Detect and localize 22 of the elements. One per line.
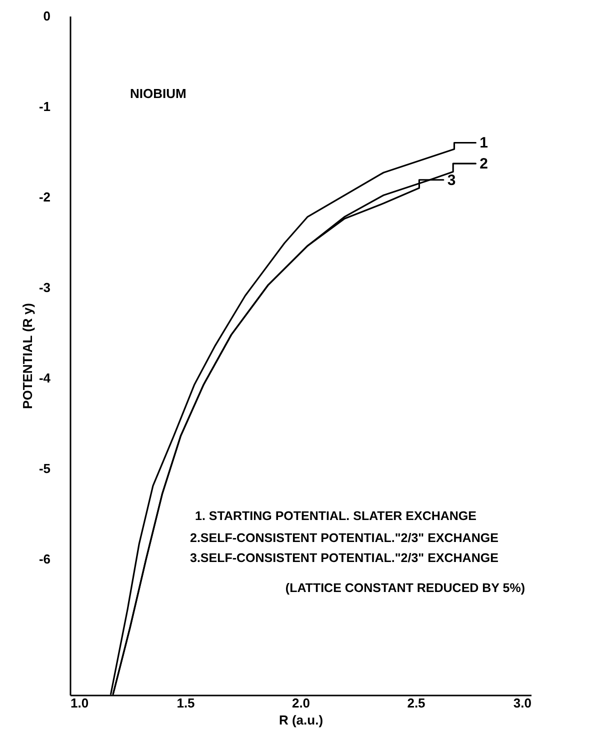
y-tick-label: 0 <box>43 8 50 24</box>
series-label: 1 <box>480 134 488 152</box>
annotation: 2.SELF-CONSISTENT POTENTIAL."2/3" EXCHANGE <box>190 531 498 545</box>
x-tick-label: 3.0 <box>513 696 532 710</box>
x-tick-label: 1.5 <box>176 696 195 710</box>
x-tick-label: 1.0 <box>70 696 89 710</box>
annotation: 1. STARTING POTENTIAL. SLATER EXCHANGE <box>195 509 476 523</box>
series-label: 2 <box>480 156 488 173</box>
y-axis-title: POTENTIAL (R y) <box>20 303 35 409</box>
y-tick-label: -2 <box>38 190 50 205</box>
y-tick-label: -3 <box>38 280 50 296</box>
annotation: NIOBIUM <box>130 86 186 101</box>
annotation: 3.SELF-CONSISTENT POTENTIAL."2/3" EXCHANGE <box>190 551 498 565</box>
x-tick-label: 2.5 <box>407 696 426 710</box>
y-tick-label: -5 <box>38 461 50 476</box>
annotation: (LATTICE CONSTANT REDUCED BY 5%) <box>285 581 525 595</box>
x-axis-title: R (a.u.) <box>278 712 324 728</box>
y-tick-label: -6 <box>38 552 50 567</box>
series-label: 3 <box>447 172 456 189</box>
y-tick-label: -1 <box>38 99 50 114</box>
y-tick-label: -4 <box>38 370 52 386</box>
x-tick-label: 2.0 <box>292 696 310 710</box>
